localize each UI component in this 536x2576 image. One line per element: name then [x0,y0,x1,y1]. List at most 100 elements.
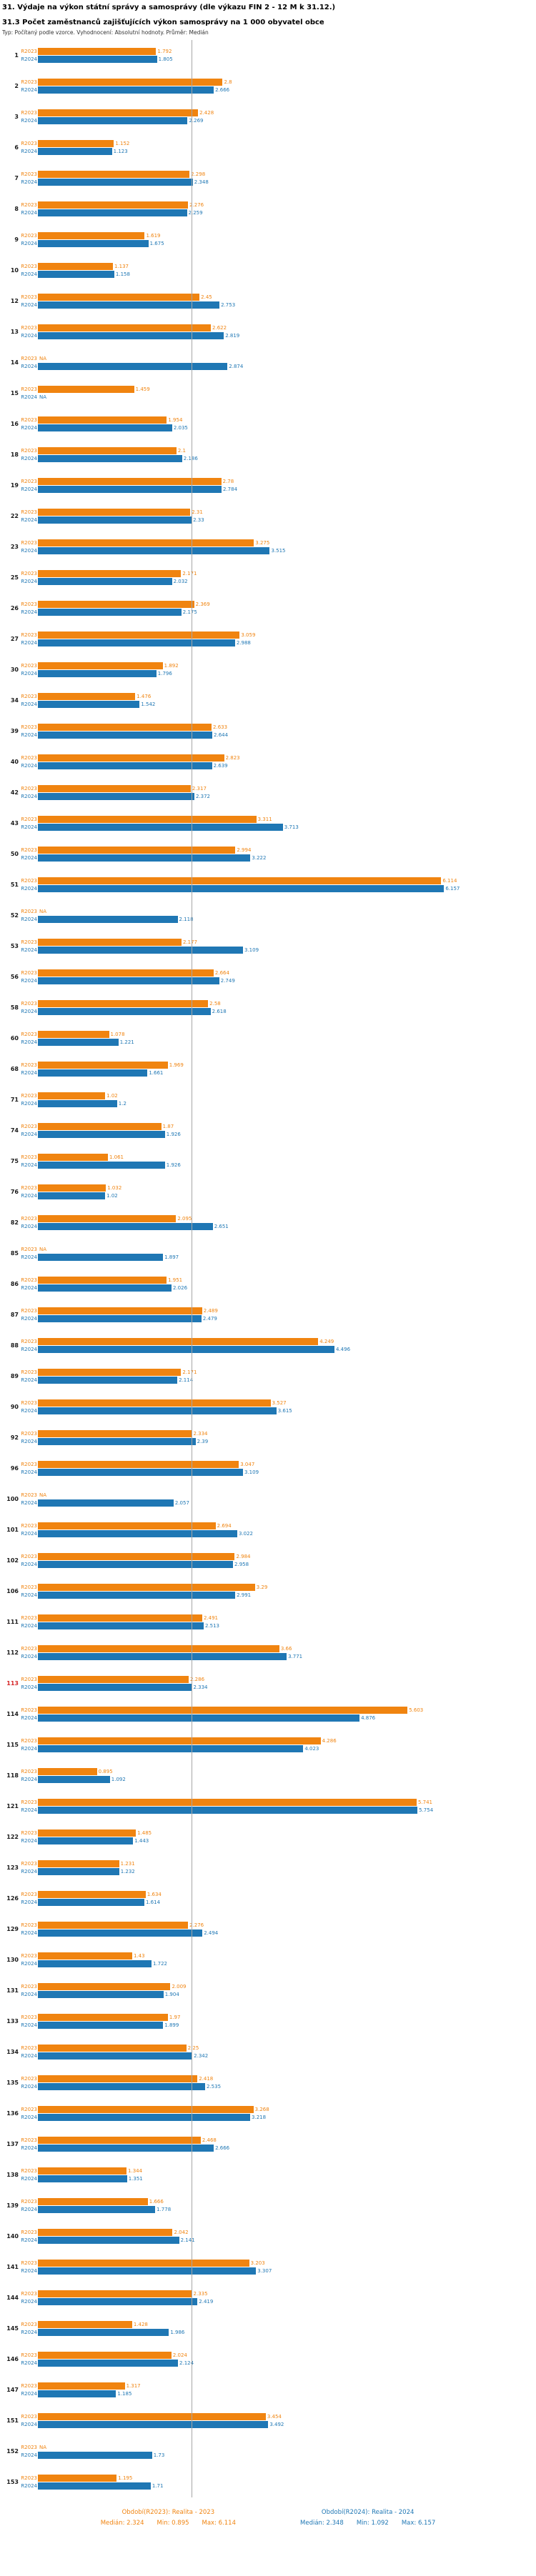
series-label: R2024 [21,486,37,492]
bar-line-r2023: R2023 1.485 [20,1829,536,1837]
row-label: 1 [14,52,19,59]
bar-line-r2023: R2023 NA [20,1246,536,1253]
series-label: R2024 [21,2145,37,2151]
bar-r2023 [38,2014,168,2021]
bar-r2023 [38,478,222,485]
bar-line-r2024: R2024 1.722 [20,1960,536,1967]
series-label: R2024 [21,210,37,216]
bar-line-r2024: R2024 1.904 [20,1991,536,1998]
bar-r2024 [38,2390,116,2397]
series-label: R2024 [21,671,37,677]
row-bars: R2023 2.095 R2024 2.651 [20,1215,536,1230]
bar-r2024 [38,1223,213,1230]
bar-value: 1.926 [166,1162,181,1168]
chart-row: 135 R2023 2.418 R2024 2.535 [0,2067,536,2098]
bar-line-r2024: R2024 3.109 [20,947,536,954]
bar-value: 2.024 [172,2352,187,2358]
bar-line-r2023: R2023 2.31 [20,509,536,516]
bar-value: 3.059 [241,632,256,638]
bar-value: 3.109 [244,947,259,953]
bar-value: 2.124 [179,2360,194,2366]
bar-value: 3.29 [256,1584,268,1590]
bar-line-r2023: R2023 1.152 [20,140,536,147]
bar-r2023 [38,1277,167,1284]
series-label: R2024 [21,2237,37,2243]
series-label: R2023 [21,1892,37,1897]
series-label: R2024 [21,2084,37,2090]
series-label: R2023 [21,448,37,454]
series-label: R2024 [21,732,37,738]
bar-line-r2023: R2023 1.078 [20,1031,536,1038]
bar-line-r2023: R2023 1.032 [20,1184,536,1192]
bar-r2024 [38,824,283,831]
series-label: R2024 [21,1132,37,1137]
row-label: 113 [6,1680,19,1687]
row-label: 126 [6,1895,19,1902]
row-bars: R2023 2.468 R2024 2.666 [20,2137,536,2152]
bar-value: 3.527 [272,1400,287,1406]
chart-row: 115 R2023 4.286 R2024 4.023 [0,1729,536,1760]
bar-value: 2.749 [220,978,235,984]
bar-value: 2.25 [187,2045,199,2051]
chart-row: 114 R2023 5.603 R2024 4.876 [0,1699,536,1729]
series-label: R2023 [21,909,37,914]
row-label: 68 [10,1066,19,1072]
bar-line-r2024: R2024 2.666 [20,86,536,94]
series-label: R2023 [21,1001,37,1007]
series-label: R2024 [21,302,37,308]
bar-value: 1.71 [152,2483,164,2489]
bar-r2024 [38,2329,169,2336]
row-bars: R2023 2.58 R2024 2.618 [20,1000,536,1015]
bar-r2024 [38,1991,164,1998]
row-label: 115 [6,1742,19,1748]
chart-row: 87 R2023 2.489 R2024 2.479 [0,1299,536,1330]
series-label: R2024 [21,2391,37,2397]
series-label: R2023 [21,2230,37,2235]
series-label: R2023 [21,264,37,269]
series-label: R2023 [21,2475,37,2481]
bar-r2023 [38,1522,216,1529]
row-bars: R2023 1.459 R2024 NA [20,386,536,401]
bar-r2023 [38,2413,266,2420]
chart-row: 27 R2023 3.059 R2024 2.988 [0,624,536,654]
row-label: 138 [6,2172,19,2178]
bar-r2024 [38,701,140,708]
series-label: R2023 [21,1523,37,1529]
legend-r2024-median: Medián: 2.348 [300,2520,344,2527]
bar-value: 3.492 [269,2422,284,2427]
bar-value: 2.823 [225,755,240,761]
bar-r2023 [38,1860,119,1867]
chart-row: 141 R2023 3.203 R2024 3.307 [0,2252,536,2282]
bar-line-r2023: R2023 2.1 [20,447,536,454]
bar-line-r2023: R2023 4.249 [20,1338,536,1345]
bar-line-r2023: R2023 2.095 [20,1215,536,1222]
bar-line-r2023: R2023 1.137 [20,263,536,270]
bar-line-r2024: R2024 1.796 [20,670,536,677]
bar-line-r2023: R2023 2.317 [20,785,536,792]
bar-r2023 [38,171,190,178]
bar-line-r2023: R2023 2.024 [20,2352,536,2359]
series-label: R2023 [21,110,37,116]
bar-line-r2024: R2024 2.819 [20,332,536,339]
legend-r2023-stats: Medián: 2.324 Min: 0.895 Max: 6.114 [101,2520,236,2527]
row-bars: R2023 3.29 R2024 2.991 [20,1584,536,1599]
series-label: R2024 [21,456,37,461]
series-label: R2023 [21,79,37,85]
bar-line-r2024: R2024 1.661 [20,1069,536,1077]
row-bars: R2023 2.177 R2024 3.109 [20,939,536,954]
bar-r2024 [38,916,178,923]
bar-line-r2024: R2024 1.897 [20,1254,536,1261]
row-bars: R2023 1.619 R2024 1.675 [20,232,536,247]
bar-r2024 [38,732,213,739]
bar-r2024 [38,363,228,370]
series-label: R2024 [21,1009,37,1014]
bar-value: 2.694 [217,1523,232,1529]
bar-value: 1.221 [119,1039,134,1045]
chart-row: 123 R2023 1.231 R2024 1.232 [0,1852,536,1883]
page-title: 31. Výdaje na výkon státní správy a samo… [2,4,336,11]
row-label: 146 [6,2356,19,2362]
row-label: 52 [10,912,19,919]
row-label: 121 [6,1803,19,1809]
bar-value: 2.666 [215,2145,230,2151]
row-bars: R2023 3.454 R2024 3.492 [20,2413,536,2428]
